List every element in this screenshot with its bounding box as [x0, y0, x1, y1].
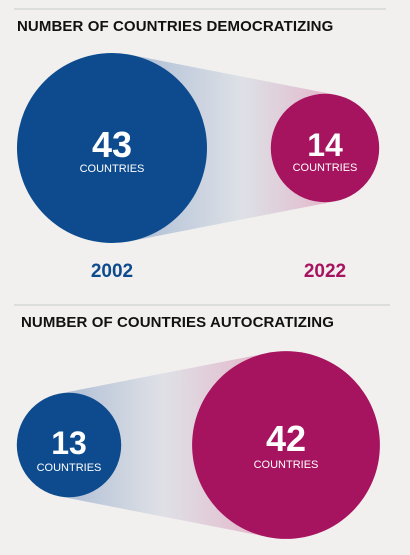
value-label-2002-autocratizing: 13 [51, 425, 87, 461]
bubble-2002-democratizing [17, 53, 207, 243]
unit-label-2022-autocratizing: COUNTRIES [254, 459, 319, 471]
bubble-2022-democratizing [270, 93, 380, 203]
value-label-2022-democratizing: 14 [307, 127, 343, 163]
value-label-2022-autocratizing: 42 [266, 418, 306, 459]
panel-1-title: NUMBER OF COUNTRIES DEMOCRATIZING [17, 18, 333, 35]
bubble-2022-autocratizing [192, 351, 380, 539]
unit-label-2002-autocratizing: COUNTRIES [37, 462, 102, 474]
value-label-2002-democratizing: 43 [92, 124, 132, 165]
bubble-2002-autocratizing [16, 392, 122, 498]
year-label-2022: 2022 [304, 261, 346, 282]
panel-2-title: NUMBER OF COUNTRIES AUTOCRATIZING [21, 314, 334, 331]
year-label-2002: 2002 [91, 261, 133, 282]
unit-label-2002-democratizing: COUNTRIES [80, 163, 145, 175]
unit-label-2022-democratizing: COUNTRIES [293, 162, 358, 174]
